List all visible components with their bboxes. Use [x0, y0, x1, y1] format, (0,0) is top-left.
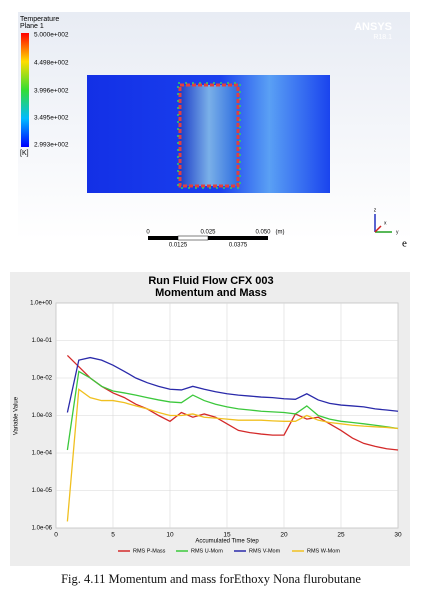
scale-label: 0.0375 — [229, 243, 248, 249]
chart: Run Fluid Flow CFX 003 Momentum and Mass… — [10, 272, 410, 566]
x-tick-label: 30 — [394, 532, 402, 539]
chart-title: Run Fluid Flow CFX 003 — [148, 275, 273, 287]
axis-letter: z — [374, 207, 377, 213]
brand: ANSYS — [354, 21, 392, 33]
legend-label: 3.495e+002 — [34, 115, 69, 122]
scale-label: (m) — [276, 230, 285, 236]
scale-bar — [177, 235, 209, 241]
scale-label: 0 — [146, 230, 150, 236]
legend-subtitle: Plane 1 — [20, 23, 44, 30]
scale-bar — [148, 236, 178, 240]
series-line — [66, 356, 399, 413]
x-tick-label: 10 — [166, 532, 174, 539]
contour-figure: Temperature Plane 1 5.000e+002 4.498e+00… — [18, 12, 410, 250]
series-line — [66, 370, 399, 451]
x-tick-label: 5 — [111, 532, 115, 539]
legend-title: Temperature — [20, 16, 59, 23]
x-tick-label: 25 — [337, 532, 345, 539]
y-tick-label: 1.0e-03 — [32, 413, 53, 419]
y-tick-label: 1.0e+00 — [30, 301, 53, 307]
unit: [K] — [20, 150, 29, 157]
series-line — [66, 354, 399, 451]
legend-label: 4.498e+002 — [34, 60, 69, 67]
axis-letter: x — [384, 220, 387, 226]
y-axis-label: Variable Value — [14, 396, 20, 435]
cylinder-edge — [177, 82, 241, 189]
scale-bar — [208, 236, 268, 240]
x-axis-label: Accumulated Time Step — [195, 539, 259, 545]
x-tick-label: 20 — [280, 532, 288, 539]
legend-label: 2.993e+002 — [34, 142, 69, 149]
axis-x — [374, 225, 382, 233]
legend-label: RMS U-Mom — [191, 548, 223, 554]
scale-label: 0.025 — [200, 230, 216, 236]
series-line — [66, 388, 399, 522]
y-tick-label: 1.0e-06 — [32, 526, 53, 532]
x-tick-label: 15 — [223, 532, 231, 539]
legend-label: 3.996e+002 — [34, 88, 69, 95]
color-bar — [21, 33, 29, 147]
legend-label: RMS V-Mom — [249, 548, 281, 554]
version: R18.1 — [373, 34, 392, 41]
y-tick-label: 1.0e-05 — [32, 488, 53, 494]
stray-text: e — [402, 238, 407, 250]
y-tick-label: 1.0e-01 — [32, 338, 53, 344]
axis-letter: y — [396, 229, 399, 235]
y-tick-label: 1.0e-02 — [32, 376, 53, 382]
legend-label: RMS P-Mass — [133, 548, 166, 554]
x-tick-label: 0 — [54, 532, 58, 539]
scale-label: 0.050 — [255, 230, 271, 236]
legend-label: RMS W-Mom — [307, 548, 340, 554]
scale-label: 0.0125 — [169, 243, 188, 249]
cylinder — [178, 83, 240, 188]
legend-label: 5.000e+002 — [34, 32, 69, 39]
chart-subtitle: Momentum and Mass — [155, 287, 267, 299]
y-tick-label: 1.0e-04 — [32, 451, 53, 457]
caption: Fig. 4.11 Momentum and mass forEthoxy No… — [61, 572, 361, 586]
